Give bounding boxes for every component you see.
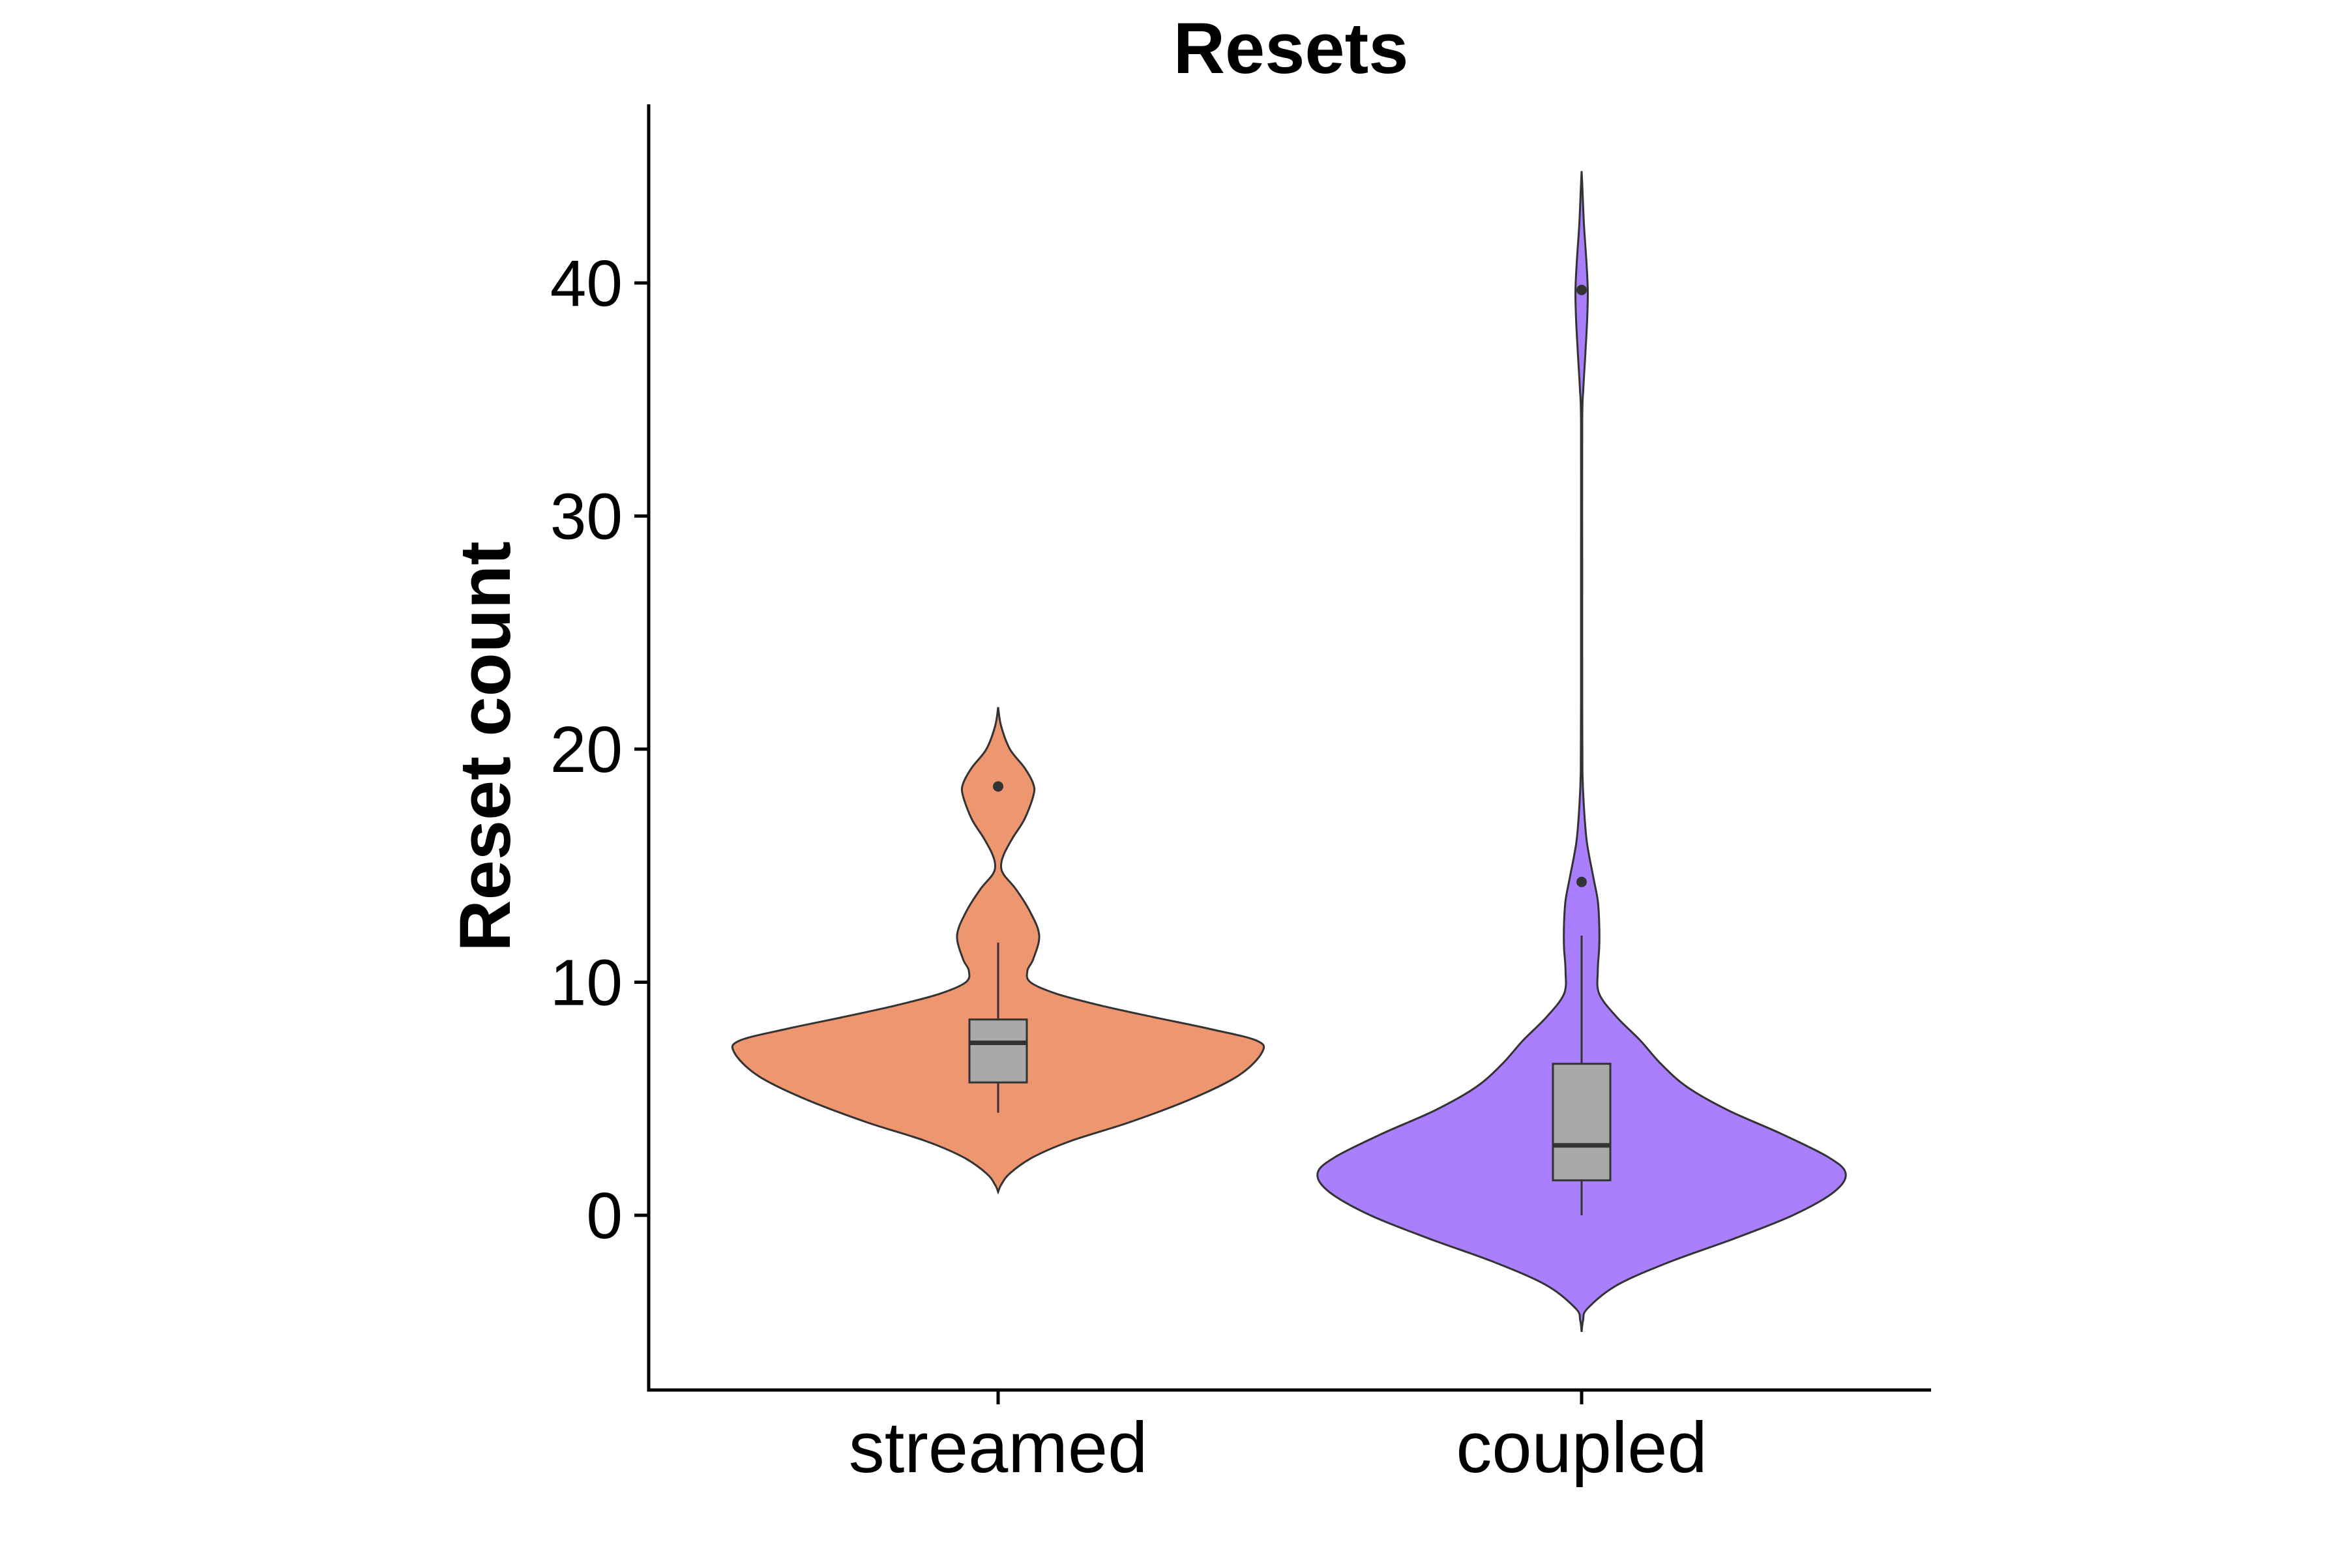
violin-group-coupled <box>1316 171 1847 1332</box>
outlier-point-coupled-1 <box>1576 876 1587 887</box>
y-tick-label-10: 10 <box>550 947 623 1020</box>
x-tick-label-coupled: coupled <box>1456 1408 1707 1488</box>
chart-title: Resets <box>1174 8 1409 89</box>
y-tick-label-0: 0 <box>586 1179 623 1252</box>
violin-coupled <box>1316 171 1847 1332</box>
box-streamed <box>968 1018 1028 1084</box>
outlier-point-coupled-2 <box>1576 284 1587 295</box>
plot-area <box>731 171 1847 1332</box>
axes: streamed coupled 0 10 20 30 40 <box>550 104 1931 1488</box>
y-tick-label-20: 20 <box>550 713 623 786</box>
box-coupled <box>1552 1063 1612 1181</box>
y-axis-label: Reset count <box>445 541 525 952</box>
outlier-point-streamed-1 <box>993 781 1003 792</box>
x-tick-label-streamed: streamed <box>849 1408 1148 1488</box>
y-tick-label-40: 40 <box>550 247 623 320</box>
y-tick-label-30: 30 <box>550 481 623 554</box>
violin-group-streamed <box>731 707 1265 1195</box>
